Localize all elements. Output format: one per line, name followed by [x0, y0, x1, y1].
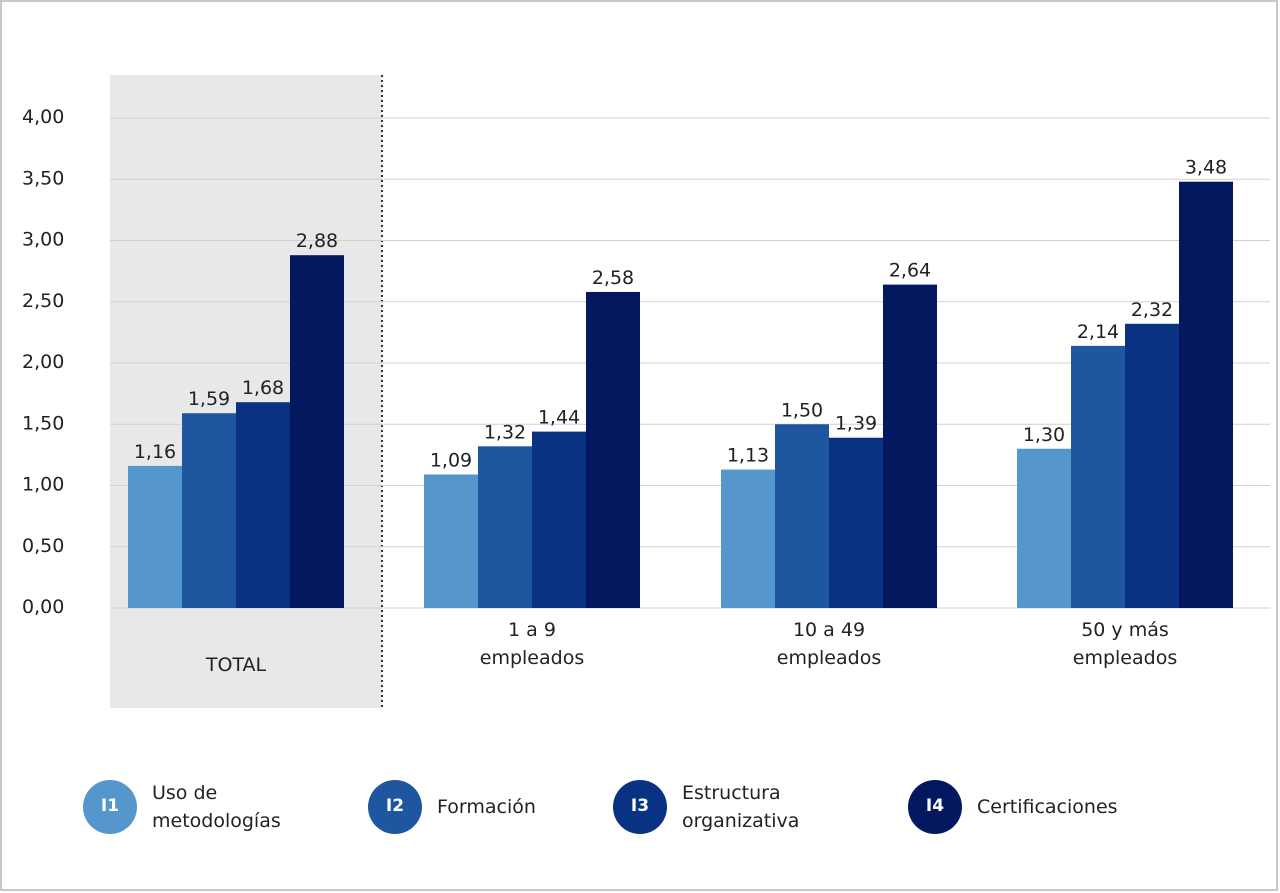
x-tick-label: 50 y más empleados — [1073, 619, 1177, 669]
x-tick-label: TOTAL — [205, 654, 267, 676]
value-label: 1,50 — [781, 399, 823, 421]
value-label: 1,30 — [1023, 423, 1065, 445]
legend-swatch — [613, 780, 667, 834]
bar — [478, 446, 532, 608]
legend-label: Uso de metodologías — [152, 782, 281, 832]
bar — [532, 431, 586, 608]
y-tick-label: 3,50 — [22, 167, 64, 189]
value-label: 1,44 — [538, 406, 580, 428]
value-label: 1,13 — [727, 444, 769, 466]
bar — [1017, 448, 1071, 608]
y-tick-label: 2,50 — [22, 289, 64, 311]
bar — [1071, 345, 1125, 608]
value-label: 2,14 — [1077, 320, 1119, 342]
value-label: 1,68 — [242, 377, 284, 399]
legend-label: Formación — [437, 796, 536, 818]
bar — [1179, 181, 1233, 608]
legend-code: I1 — [101, 796, 119, 816]
x-tick-label: 10 a 49 empleados — [777, 619, 881, 669]
value-label: 1,16 — [134, 440, 176, 462]
legend-label: Certificaciones — [977, 796, 1118, 818]
bar — [586, 291, 640, 608]
bar — [182, 413, 236, 608]
bar — [236, 402, 290, 608]
value-label: 1,39 — [835, 412, 877, 434]
legend-swatch — [908, 780, 962, 834]
y-tick-label: 0,00 — [22, 596, 64, 618]
y-tick-label: 4,00 — [22, 106, 64, 128]
value-label: 3,48 — [1185, 156, 1227, 178]
bar — [883, 284, 937, 608]
legend-code: I4 — [926, 796, 944, 816]
value-label: 2,64 — [889, 259, 931, 281]
bar — [424, 474, 478, 608]
x-tick-label: 1 a 9 empleados — [480, 619, 584, 669]
legend-swatch — [368, 780, 422, 834]
y-tick-label: 0,50 — [22, 534, 64, 556]
value-label: 1,32 — [484, 421, 526, 443]
value-label: 1,59 — [188, 388, 230, 410]
value-label: 2,32 — [1131, 298, 1173, 320]
legend-swatch — [83, 780, 137, 834]
bar — [290, 255, 344, 608]
bar — [128, 465, 182, 608]
y-tick-label: 1,00 — [22, 473, 64, 495]
bar — [829, 437, 883, 608]
y-tick-label: 3,00 — [22, 228, 64, 250]
bar — [721, 469, 775, 608]
legend-code: I2 — [386, 796, 404, 816]
value-label: 2,88 — [296, 230, 338, 252]
legend-code: I3 — [631, 796, 649, 816]
bar — [1125, 323, 1179, 608]
y-tick-label: 2,00 — [22, 351, 64, 373]
bar — [775, 424, 829, 608]
value-label: 1,09 — [430, 449, 472, 471]
value-label: 2,58 — [592, 266, 634, 288]
legend-label: Estructura organizativa — [682, 782, 799, 832]
y-tick-label: 1,50 — [22, 412, 64, 434]
